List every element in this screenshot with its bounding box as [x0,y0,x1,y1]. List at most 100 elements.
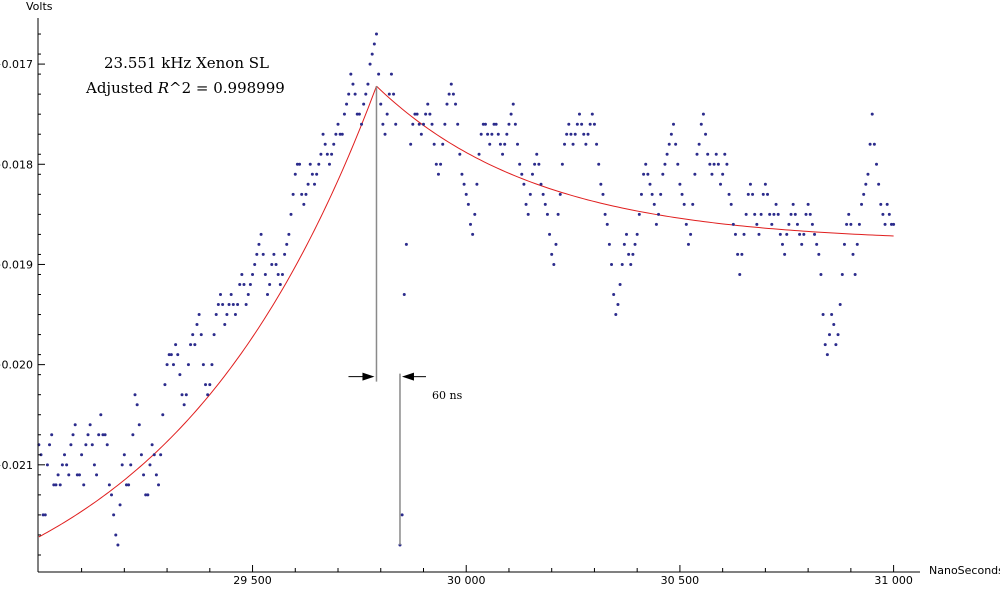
data-point [464,192,468,196]
data-point [684,222,688,226]
y-tick-label: −0.018 [0,158,33,171]
data-point [208,383,212,387]
data-point [539,182,543,186]
data-point [210,363,214,367]
data-point [180,393,184,397]
data-point [693,172,697,176]
data-point [774,202,778,206]
data-point [725,162,729,166]
data-point [268,282,272,286]
data-point [86,433,90,437]
data-point [272,252,276,256]
data-point [413,112,417,116]
data-point [366,82,370,86]
data-point [496,132,500,136]
data-point [738,272,742,276]
data-point [374,32,378,36]
data-point [789,212,793,216]
data-point [146,493,150,497]
data-point [69,443,73,447]
data-point [823,343,827,347]
data-point [639,192,643,196]
data-point [582,132,586,136]
data-point [349,72,353,76]
data-point [577,112,581,116]
data-point [663,162,667,166]
data-point [716,162,720,166]
data-point [159,453,163,457]
data-point [490,132,494,136]
data-point [740,252,744,256]
data-point [778,232,782,236]
data-point [486,132,490,136]
data-point [357,112,361,116]
data-point [618,282,622,286]
data-point [597,162,601,166]
data-point [682,202,686,206]
data-point [56,473,60,477]
data-point [73,423,77,427]
data-point [885,202,889,206]
data-point [383,132,387,136]
data-point [101,433,105,437]
data-point [708,162,712,166]
data-point [791,202,795,206]
data-point [637,212,641,216]
data-point [537,162,541,166]
x-tick-label: 30 000 [447,574,486,587]
data-point [291,192,295,196]
data-point [133,393,137,397]
data-point [458,152,462,156]
data-point [827,333,831,337]
data-point [667,142,671,146]
data-point [323,142,327,146]
data-point [340,132,344,136]
data-point [82,483,86,487]
data-point [253,262,257,266]
data-point [199,333,203,337]
data-point [372,42,376,46]
data-point [622,242,626,246]
data-point [691,202,695,206]
data-point [103,433,107,437]
data-point [815,242,819,246]
data-point [580,122,584,126]
data-point [770,222,774,226]
data-point [590,112,594,116]
data-point [206,393,210,397]
data-point [116,543,120,547]
data-point [552,262,556,266]
y-tick-label: −0.020 [0,359,33,372]
data-point [229,293,233,297]
data-point [287,232,291,236]
data-point [727,192,731,196]
data-point [300,192,304,196]
data-point [627,252,631,256]
data-point [783,252,787,256]
data-point [67,473,71,477]
data-point [719,182,723,186]
data-point [612,293,616,297]
data-point [394,122,398,126]
data-point [409,142,413,146]
data-point [88,423,92,427]
data-point [71,433,75,437]
data-point [129,463,133,467]
data-point [603,212,607,216]
data-point [836,333,840,337]
data-point [832,323,836,327]
data-point [753,212,757,216]
data-point [659,192,663,196]
data-point [163,383,167,387]
y-tick-label: −0.017 [0,58,33,71]
data-point [646,172,650,176]
data-point [212,333,216,337]
data-point [381,122,385,126]
data-point [233,313,237,317]
data-point [195,323,199,327]
data-point [701,112,705,116]
data-point [855,242,859,246]
data-point [488,142,492,146]
data-point [135,403,139,407]
data-point [261,252,265,256]
